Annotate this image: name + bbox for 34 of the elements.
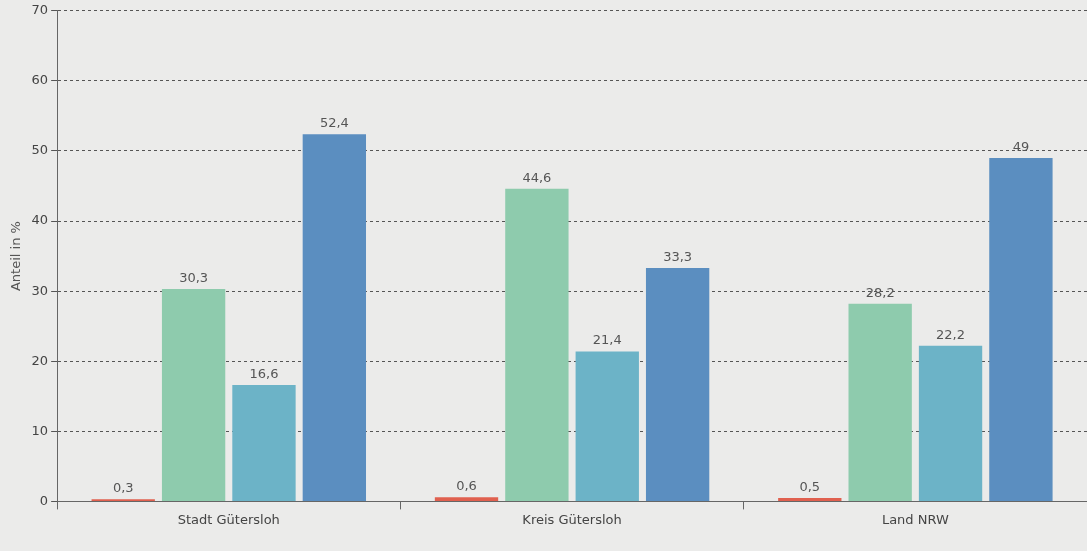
y-tick-label: 0: [39, 492, 49, 508]
x-tick-label: Stadt Gütersloh: [177, 511, 280, 527]
data-label: 33,3: [663, 248, 693, 264]
data-label: 21,4: [592, 332, 622, 348]
data-label: 44,6: [522, 169, 552, 185]
bar: [161, 289, 226, 501]
y-tick-label: 10: [31, 422, 49, 438]
bar: [989, 157, 1053, 501]
y-axis-title: Anteil in %: [8, 221, 24, 292]
y-tick-label: 40: [31, 212, 49, 228]
y-tick-label: 20: [31, 352, 49, 368]
data-label: 0,3: [112, 480, 134, 496]
y-tick-label: 60: [31, 72, 49, 88]
bar: [778, 497, 842, 501]
data-label: 28,2: [865, 284, 895, 300]
data-label: 52,4: [319, 115, 349, 131]
bar: [645, 268, 710, 501]
bar: [505, 188, 569, 501]
y-tick-label: 70: [31, 2, 49, 18]
x-tick-label: Land NRW: [881, 511, 949, 527]
data-label: 16,6: [249, 365, 279, 381]
bar: [232, 385, 296, 501]
bar: [434, 497, 499, 501]
y-tick-label: 30: [31, 282, 49, 298]
data-label: 0,5: [799, 478, 821, 494]
y-tick-label: 50: [31, 142, 49, 158]
data-label: 0,6: [456, 478, 477, 494]
data-label: 30,3: [179, 269, 209, 285]
bar: [848, 303, 912, 501]
bar: [575, 351, 639, 501]
x-tick-label: Kreis Gütersloh: [522, 511, 622, 527]
bar: [302, 134, 367, 501]
data-label: 22,2: [936, 326, 966, 342]
bar: [918, 345, 983, 501]
